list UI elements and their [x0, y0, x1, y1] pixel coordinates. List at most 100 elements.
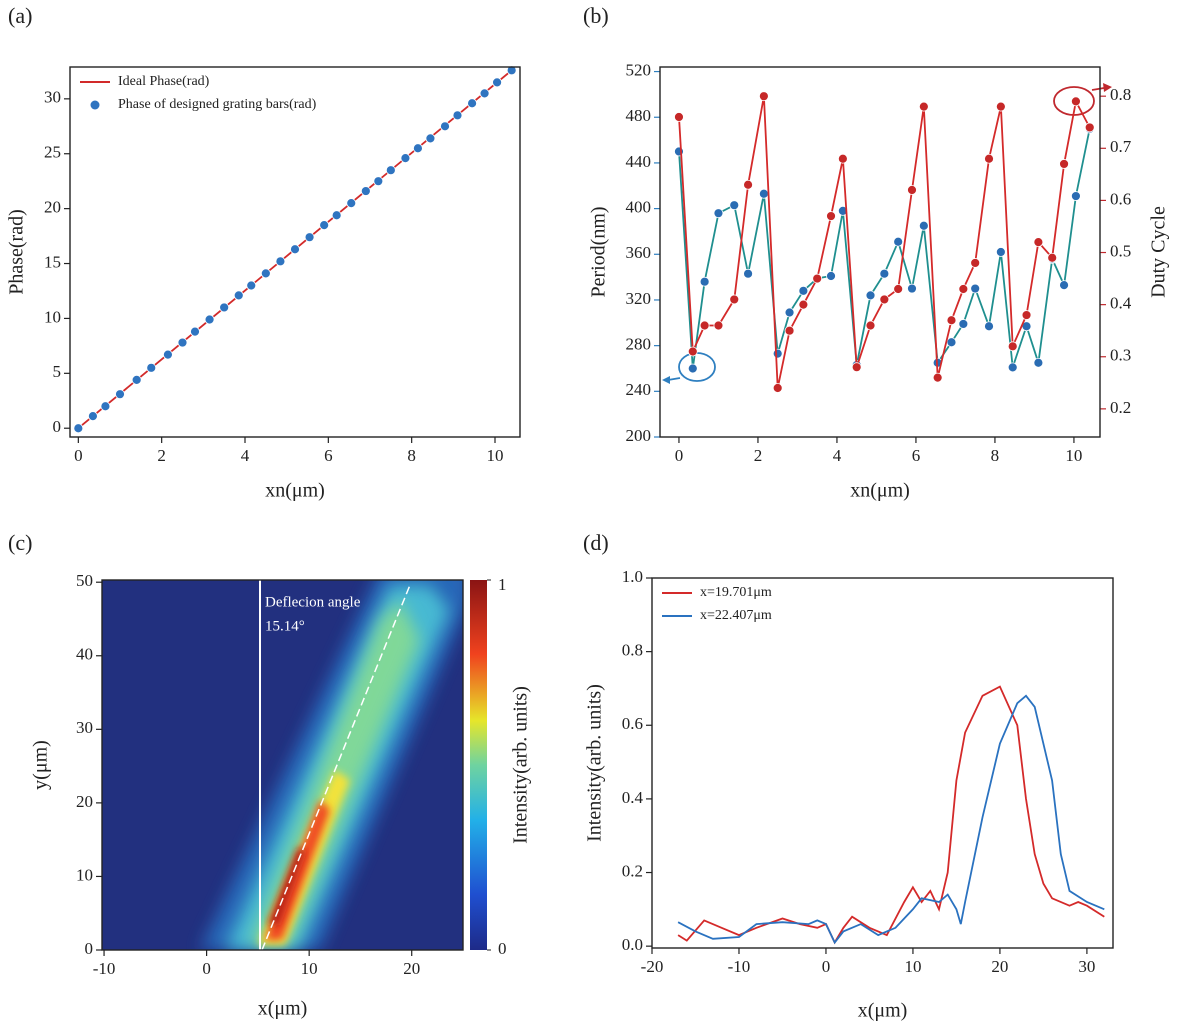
point: [1071, 191, 1081, 201]
point: [879, 294, 890, 305]
point: [1033, 237, 1044, 247]
point: [865, 290, 876, 301]
colorbar-label: Intensity(arb. units): [510, 686, 532, 844]
point: [958, 319, 969, 329]
point: [400, 153, 411, 164]
y-tick-label: 280: [626, 335, 652, 354]
series-line: [678, 128, 1091, 369]
point: [304, 232, 315, 243]
y-tick-label: 10: [44, 307, 61, 326]
point: [784, 325, 795, 336]
y-tick-label: 10: [76, 865, 93, 884]
point: [758, 91, 769, 102]
point: [260, 268, 271, 279]
y-tick-label: 400: [626, 198, 652, 217]
point: [331, 210, 342, 221]
point: [290, 244, 300, 255]
x-tick-label: 10: [487, 446, 504, 465]
panel-label: (a): [8, 3, 32, 28]
point: [131, 375, 142, 385]
point: [837, 205, 848, 216]
series-line: [678, 96, 1091, 389]
y-tick-label: 25: [44, 143, 61, 162]
plot-frame: [101, 579, 464, 951]
y-tick-label: 440: [626, 152, 652, 171]
colorbar: [470, 580, 487, 950]
point: [1059, 280, 1069, 291]
point: [1047, 252, 1058, 263]
point: [467, 98, 477, 109]
y2-tick-label: 0.2: [1110, 398, 1131, 417]
point: [729, 294, 740, 305]
point: [970, 258, 981, 268]
point: [373, 176, 384, 187]
point: [1007, 362, 1018, 373]
panel-label: (c): [8, 530, 32, 555]
y-tick-label: 20: [76, 792, 93, 811]
y-tick-label: 0.8: [622, 641, 643, 660]
y-tick-label: 5: [53, 362, 62, 381]
point: [385, 165, 396, 176]
point: [772, 383, 783, 393]
point: [713, 320, 724, 331]
series-line: [677, 685, 1105, 945]
x-axis-label: xn(μm): [265, 480, 325, 502]
x-tick-label: 8: [991, 446, 1000, 465]
y-tick-label: 0: [53, 417, 62, 436]
point: [865, 320, 876, 331]
y-tick-label: 0.0: [622, 935, 643, 954]
point: [784, 307, 795, 318]
y2-tick-label: 0.4: [1110, 294, 1132, 313]
x-tick-label: 2: [754, 446, 763, 465]
x-tick-label: 0: [202, 959, 211, 978]
point: [907, 185, 917, 195]
point: [699, 276, 710, 287]
x-tick-label: 4: [833, 446, 842, 465]
x-tick-label: 30: [1078, 957, 1095, 976]
y-tick-label: 40: [76, 645, 93, 664]
point: [204, 314, 215, 325]
colorbar-tick-label: 1: [498, 575, 507, 594]
point: [743, 179, 753, 190]
y-axis-label: Phase(rad): [6, 209, 28, 295]
point: [146, 362, 157, 373]
point: [918, 101, 929, 112]
x-tick-label: -10: [93, 959, 116, 978]
panel-label: (d): [583, 530, 609, 555]
point: [713, 208, 724, 219]
plot-frame: [659, 66, 1101, 438]
y2-axis-label: Duty Cycle: [1148, 206, 1170, 298]
point: [190, 326, 200, 337]
point: [115, 389, 125, 400]
x-tick-label: 20: [991, 957, 1008, 976]
legend-label: x=19.701μm: [700, 585, 772, 600]
point: [995, 247, 1006, 257]
point: [893, 284, 904, 294]
point: [772, 348, 783, 359]
y-tick-label: 1.0: [622, 567, 643, 586]
y-tick-label: 320: [626, 289, 652, 308]
y-axis-label: Period(nm): [588, 206, 610, 297]
point: [492, 77, 502, 88]
x-axis-label: x(μm): [858, 1000, 908, 1022]
point: [1071, 96, 1081, 107]
point: [246, 280, 257, 291]
x-tick-label: 0: [675, 446, 684, 465]
point: [163, 349, 173, 360]
point: [798, 285, 809, 296]
x-tick-label: 0: [822, 957, 831, 976]
y-tick-label: 0: [85, 939, 94, 958]
point: [1033, 357, 1044, 368]
series-line: [677, 694, 1105, 945]
x-tick-label: 10: [301, 959, 318, 978]
point: [506, 65, 517, 76]
point: [1059, 159, 1069, 169]
point: [1021, 310, 1032, 320]
point: [233, 290, 244, 301]
point: [984, 153, 994, 164]
point: [826, 211, 836, 221]
y-tick-label: 30: [76, 718, 93, 737]
point: [907, 283, 917, 294]
y2-tick-label: 0.8: [1110, 85, 1131, 104]
